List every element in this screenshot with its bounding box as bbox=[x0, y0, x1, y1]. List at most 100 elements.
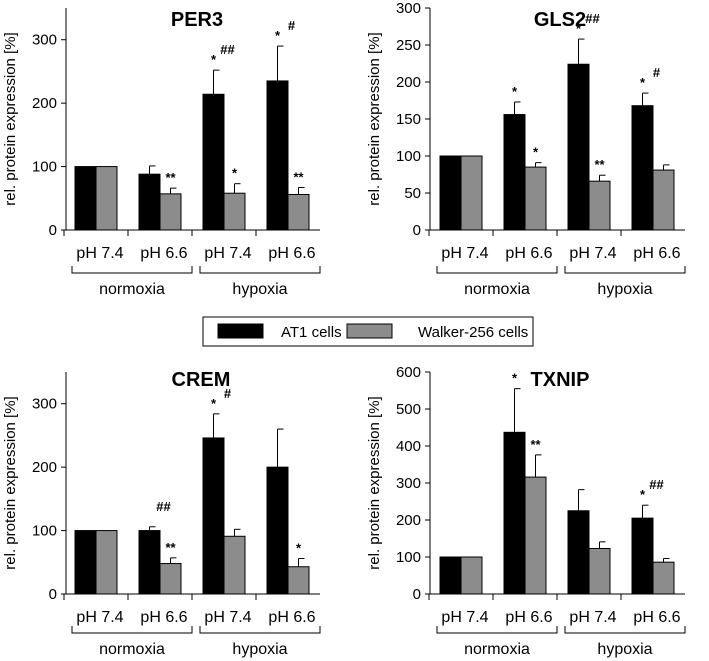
x-tick-label: pH 7.4 bbox=[569, 609, 616, 626]
x-tick-label: pH 7.4 bbox=[441, 609, 488, 626]
y-tick-label: 50 bbox=[404, 185, 421, 202]
bar-at1-3 bbox=[567, 63, 590, 231]
significance-mark: * bbox=[232, 166, 238, 181]
bar-walker-3 bbox=[223, 192, 246, 231]
chart-title: TXNIP bbox=[531, 369, 590, 391]
group-label-hypoxia: hypoxia bbox=[597, 641, 652, 658]
y-tick-label: 300 bbox=[396, 0, 421, 17]
bar-at1-2 bbox=[503, 114, 526, 231]
group-bracket bbox=[199, 266, 321, 274]
x-tick-label: pH 7.4 bbox=[204, 609, 251, 626]
bar-at1-4 bbox=[266, 80, 289, 231]
group-label-normoxia: normoxia bbox=[99, 641, 165, 658]
bar-walker-2 bbox=[524, 166, 547, 231]
significance-mark: ** bbox=[165, 540, 176, 555]
significance-mark: * bbox=[640, 75, 646, 90]
hash-mark: ## bbox=[585, 11, 600, 26]
y-tick-label: 300 bbox=[32, 32, 57, 49]
x-tick-label: pH 6.6 bbox=[633, 609, 680, 626]
group-label-hypoxia: hypoxia bbox=[232, 641, 287, 658]
significance-mark: * bbox=[640, 487, 646, 502]
legend-label-walker: Walker-256 cells bbox=[418, 324, 528, 341]
bar-walker-4 bbox=[652, 561, 675, 595]
legend-label-at1: AT1 cells bbox=[281, 324, 342, 341]
group-label-normoxia: normoxia bbox=[464, 281, 530, 298]
bar-at1-4 bbox=[631, 517, 654, 595]
x-tick-label: pH 7.4 bbox=[76, 245, 123, 262]
bar-at1-4 bbox=[631, 105, 654, 231]
group-bracket bbox=[199, 626, 321, 634]
legend-swatch-walker bbox=[346, 323, 393, 339]
bar-walker-1 bbox=[95, 166, 118, 231]
y-tick-label: 150 bbox=[396, 111, 421, 128]
bar-walker-3 bbox=[223, 535, 246, 595]
significance-mark: * bbox=[512, 371, 518, 386]
group-bracket bbox=[436, 626, 558, 634]
legend-swatch-at1 bbox=[217, 323, 264, 339]
y-tick-label: 0 bbox=[49, 586, 57, 603]
y-axis-label: rel. protein expression [%] bbox=[366, 396, 383, 569]
bar-at1-1 bbox=[74, 166, 97, 231]
bar-walker-3 bbox=[588, 547, 611, 595]
y-tick-label: 500 bbox=[396, 401, 421, 418]
bar-at1-2 bbox=[138, 530, 161, 595]
chart-title: CREM bbox=[172, 369, 231, 391]
y-tick-label: 0 bbox=[413, 222, 421, 239]
bar-walker-4 bbox=[652, 169, 675, 231]
bar-at1-1 bbox=[439, 556, 462, 595]
x-tick-label: pH 7.4 bbox=[441, 245, 488, 262]
hash-mark: # bbox=[224, 386, 232, 401]
significance-mark: ** bbox=[165, 170, 176, 185]
chart-title: GLS2 bbox=[534, 9, 586, 31]
y-tick-label: 0 bbox=[413, 586, 421, 603]
x-tick-label: pH 7.4 bbox=[569, 245, 616, 262]
group-label-normoxia: normoxia bbox=[464, 641, 530, 658]
bar-at1-3 bbox=[567, 510, 590, 595]
x-tick-label: pH 6.6 bbox=[140, 245, 187, 262]
y-tick-label: 200 bbox=[32, 95, 57, 112]
y-axis-label: rel. protein expression [%] bbox=[2, 32, 19, 205]
hash-mark: # bbox=[288, 18, 296, 33]
significance-mark: * bbox=[211, 52, 217, 67]
significance-mark: ** bbox=[293, 170, 304, 185]
group-bracket bbox=[564, 626, 686, 634]
y-tick-label: 100 bbox=[396, 549, 421, 566]
hash-mark: ## bbox=[156, 499, 171, 514]
bar-at1-2 bbox=[138, 173, 161, 231]
bar-walker-4 bbox=[287, 193, 310, 231]
y-tick-label: 200 bbox=[396, 512, 421, 529]
y-tick-label: 100 bbox=[32, 523, 57, 540]
group-label-hypoxia: hypoxia bbox=[232, 281, 287, 298]
group-bracket bbox=[71, 626, 193, 634]
chart-panel-gls2: GLS2 rel. protein expression [%] 0 50 100 150… bbox=[366, 0, 686, 298]
y-tick-label: 300 bbox=[32, 396, 57, 413]
legend: AT1 cells Walker-256 cells bbox=[202, 316, 534, 347]
significance-mark: * bbox=[296, 540, 302, 555]
y-tick-label: 0 bbox=[49, 222, 57, 239]
y-tick-label: 200 bbox=[32, 459, 57, 476]
x-tick-label: pH 7.4 bbox=[76, 609, 123, 626]
bar-walker-4 bbox=[287, 566, 310, 595]
x-tick-label: pH 6.6 bbox=[505, 245, 552, 262]
x-tick-label: pH 7.4 bbox=[204, 245, 251, 262]
significance-mark: * bbox=[512, 84, 518, 99]
bar-at1-3 bbox=[202, 93, 225, 231]
y-tick-label: 250 bbox=[396, 37, 421, 54]
y-axis-label: rel. protein expression [%] bbox=[366, 32, 383, 205]
y-tick-label: 600 bbox=[396, 364, 421, 381]
bar-at1-2 bbox=[503, 431, 526, 595]
bar-at1-4 bbox=[266, 466, 289, 595]
hash-mark: ## bbox=[220, 42, 235, 57]
group-label-hypoxia: hypoxia bbox=[597, 281, 652, 298]
y-tick-label: 200 bbox=[396, 74, 421, 91]
significance-mark: ** bbox=[530, 437, 541, 452]
significance-mark: ** bbox=[594, 157, 605, 172]
bar-at1-1 bbox=[74, 530, 97, 595]
x-tick-label: pH 6.6 bbox=[140, 609, 187, 626]
bar-walker-2 bbox=[524, 476, 547, 595]
bar-walker-1 bbox=[460, 556, 483, 595]
y-axis-label: rel. protein expression [%] bbox=[2, 396, 19, 569]
bar-walker-1 bbox=[95, 530, 118, 595]
bar-walker-2 bbox=[159, 563, 182, 595]
